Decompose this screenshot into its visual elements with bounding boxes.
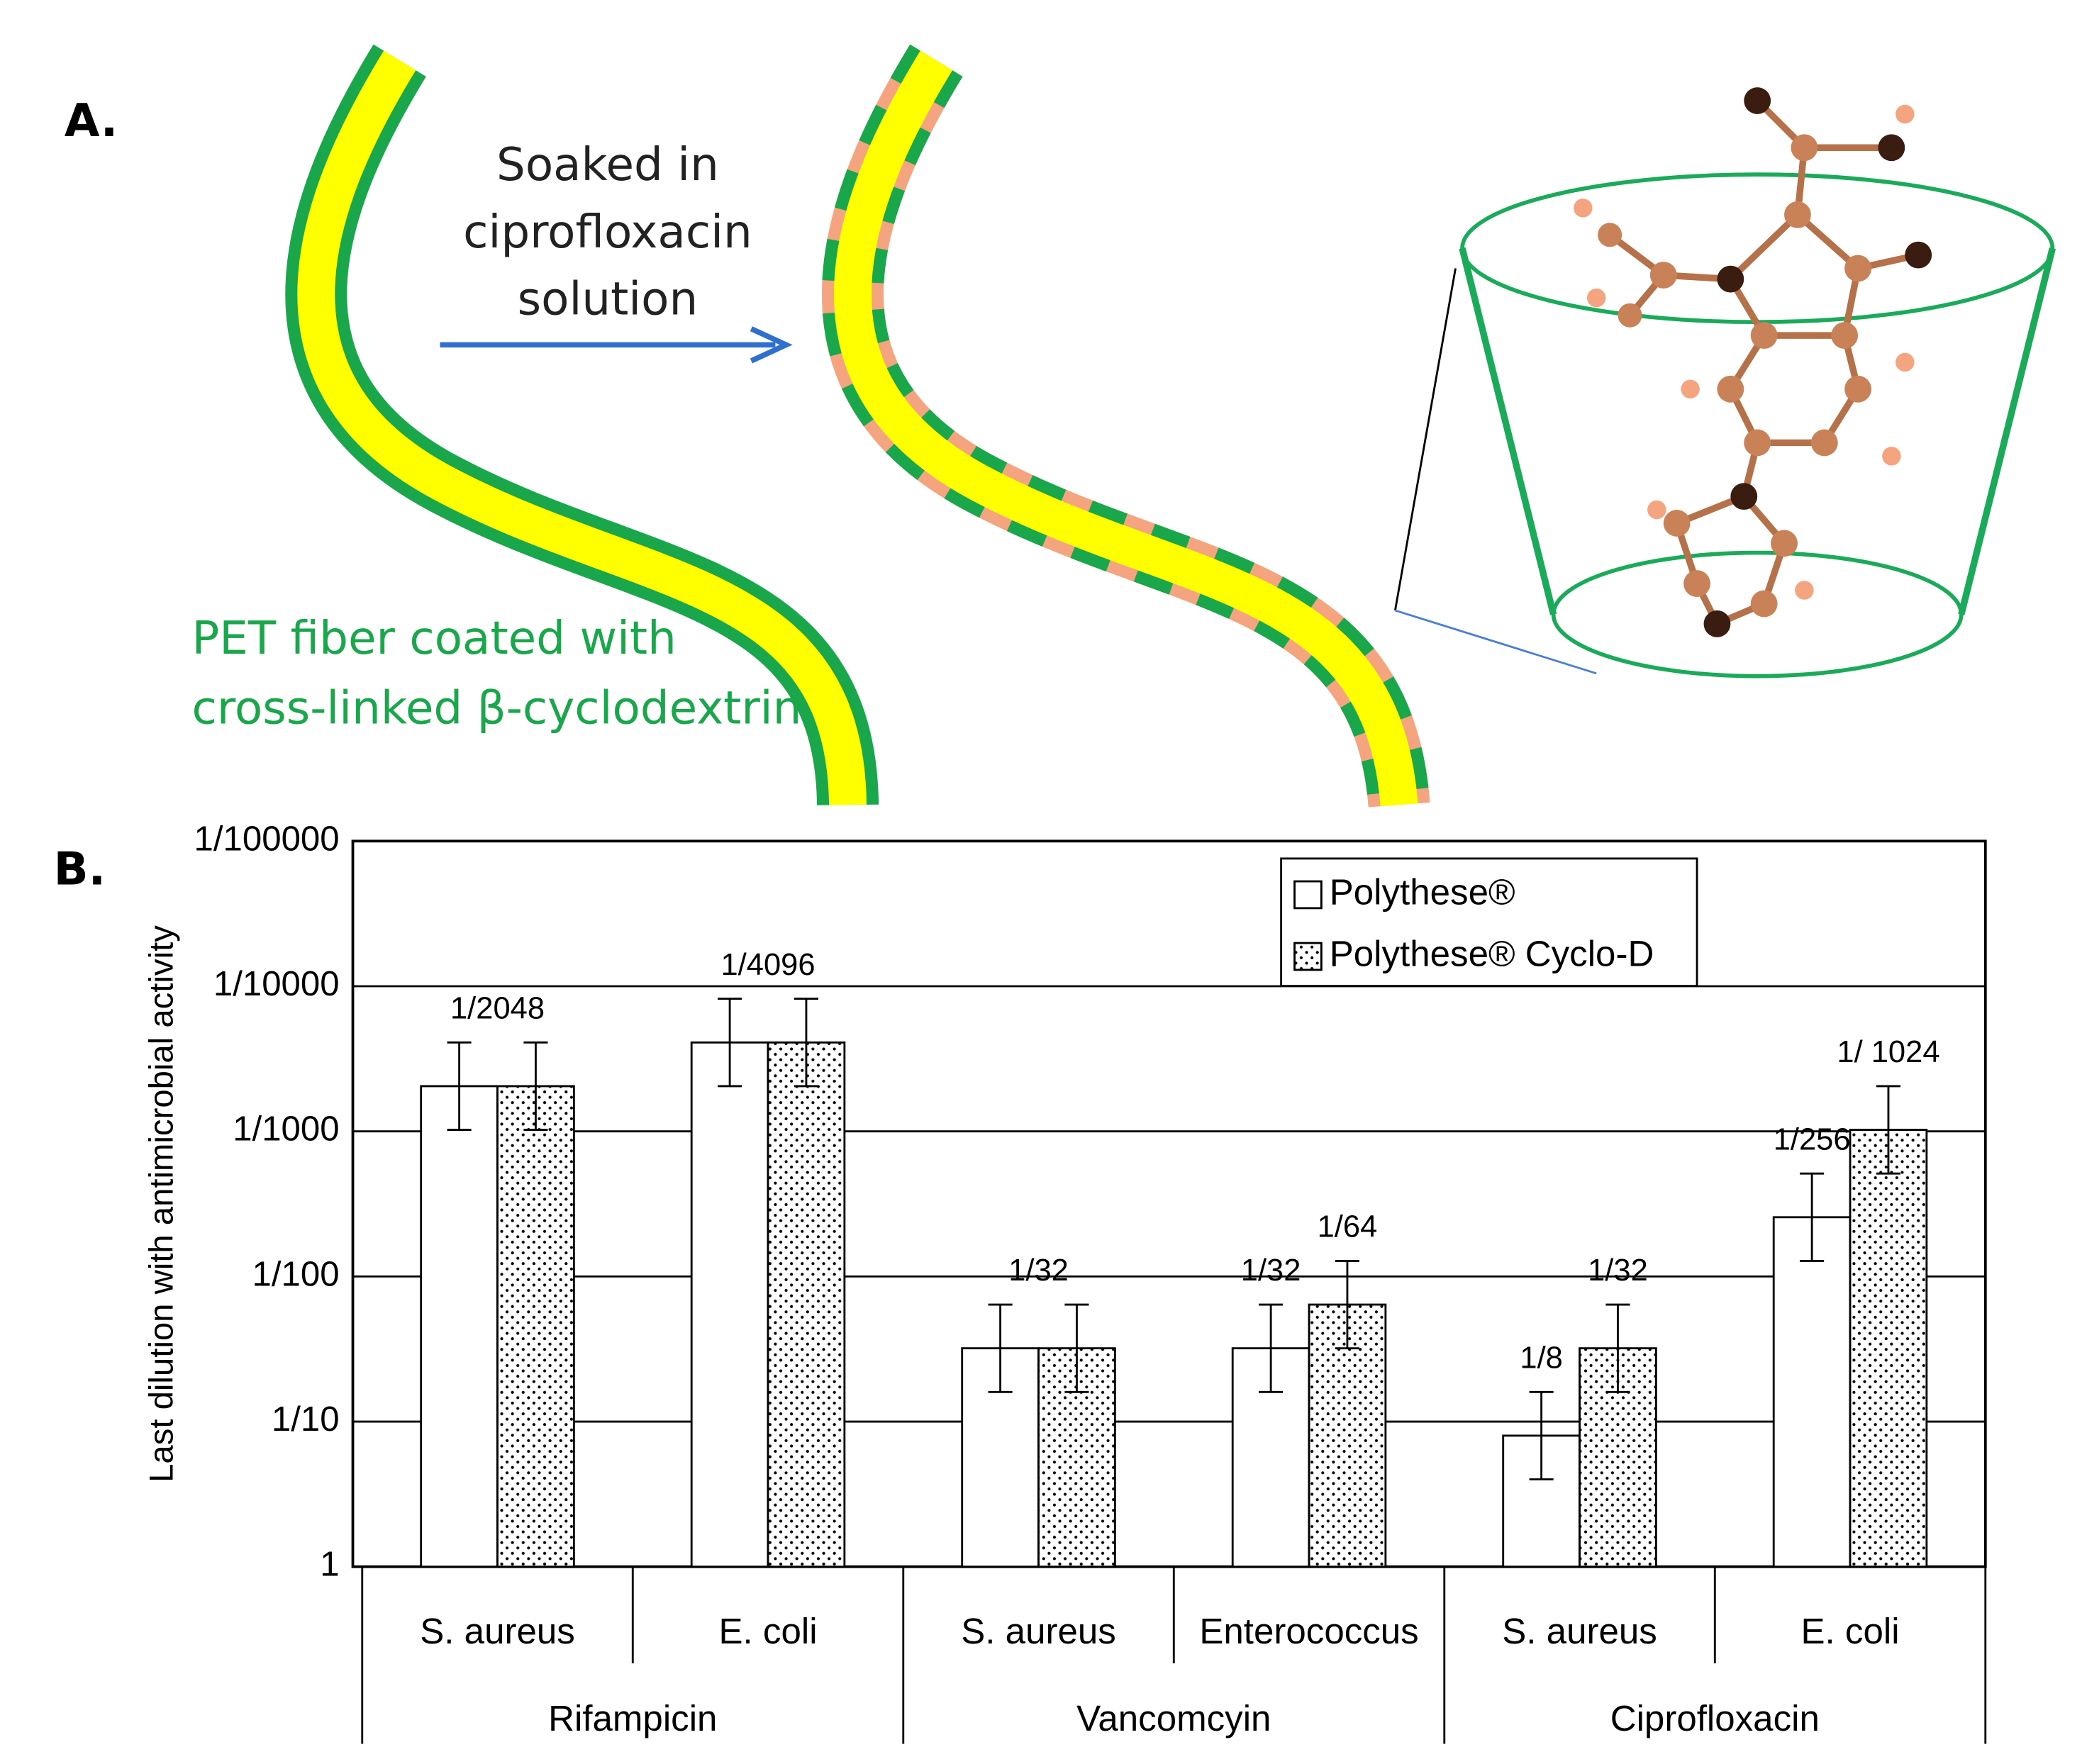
group-label: Ciprofloxacin bbox=[1610, 1698, 1820, 1738]
x-tick-label: Enterococcus bbox=[1199, 1611, 1418, 1651]
zoom-lines bbox=[1394, 268, 1597, 675]
legend-label: Polythese® Cyclo-D bbox=[1330, 933, 1654, 973]
error-bar bbox=[1529, 1390, 1554, 1480]
x-tick-label: S. aureus bbox=[961, 1611, 1116, 1651]
arrow-label: solution bbox=[518, 272, 698, 325]
bar bbox=[1579, 1347, 1657, 1568]
bar bbox=[496, 1085, 575, 1568]
value-label: 1/32 bbox=[1588, 1254, 1648, 1288]
bar bbox=[767, 1041, 846, 1568]
y-tick-label: 1/10 bbox=[272, 1400, 340, 1439]
value-label: 1/32 bbox=[1008, 1254, 1069, 1288]
y-tick-label: 1/100000 bbox=[194, 819, 340, 858]
error-bar bbox=[523, 1041, 548, 1131]
fiber-label: PET fiber coated with bbox=[192, 612, 677, 665]
arrow-label: Soaked in bbox=[496, 138, 719, 191]
panel-label: A. bbox=[65, 94, 118, 147]
value-label: 1/8 bbox=[1520, 1341, 1562, 1375]
plain-fiber bbox=[285, 44, 879, 806]
value-label: 1/4096 bbox=[720, 948, 815, 982]
group-label: Rifampicin bbox=[548, 1698, 717, 1738]
error-bar bbox=[1876, 1085, 1900, 1175]
bar bbox=[1772, 1216, 1852, 1568]
legend-swatch bbox=[1293, 942, 1323, 971]
error-bar bbox=[1335, 1260, 1359, 1350]
bar bbox=[690, 1041, 769, 1568]
y-tick-label: 1 bbox=[320, 1545, 339, 1584]
legend-label: Polythese® bbox=[1330, 871, 1515, 912]
bar-chart: 1 1/10 1/100 1/1000 1/10000 1/100000 Last dilu… bbox=[143, 819, 1987, 1744]
error-bar bbox=[1800, 1172, 1825, 1262]
arrow-label: ciprofloxacin bbox=[463, 206, 752, 259]
error-bar bbox=[718, 998, 742, 1088]
panel-label: B. bbox=[54, 842, 106, 895]
value-label: 1/256 bbox=[1774, 1122, 1851, 1156]
bar bbox=[1849, 1129, 1928, 1568]
value-label: 1/32 bbox=[1241, 1254, 1301, 1288]
legend-box bbox=[1280, 857, 1698, 988]
bar bbox=[420, 1085, 499, 1568]
loaded-fiber bbox=[822, 44, 1430, 808]
ciprofloxacin-molecule bbox=[1574, 87, 1932, 637]
error-bar bbox=[1259, 1303, 1284, 1393]
x-tick-label: S. aureus bbox=[420, 1611, 575, 1651]
value-label: 1/2048 bbox=[450, 991, 545, 1025]
arrow bbox=[440, 326, 793, 364]
error-bar bbox=[794, 998, 818, 1088]
y-axis-label: Last dilution with antimicrobial activit… bbox=[143, 925, 180, 1483]
group-label: Vancomcyin bbox=[1076, 1698, 1271, 1738]
value-label: 1/ 1024 bbox=[1837, 1035, 1939, 1069]
plot-frame bbox=[351, 839, 1987, 1568]
x-tick-label: S. aureus bbox=[1502, 1611, 1657, 1651]
y-tick-label: 1/100 bbox=[252, 1254, 340, 1293]
legend-swatch bbox=[1293, 880, 1323, 910]
error-bar bbox=[447, 1041, 472, 1131]
x-tick-label: E. coli bbox=[1801, 1611, 1900, 1651]
value-label: 1/64 bbox=[1318, 1210, 1378, 1244]
y-tick-label: 1/1000 bbox=[233, 1110, 339, 1149]
y-tick-label: 1/10000 bbox=[213, 964, 340, 1003]
fiber-label: cross-linked β-cyclodextrin bbox=[192, 681, 802, 735]
error-bar bbox=[1605, 1303, 1630, 1393]
error-bar bbox=[988, 1303, 1013, 1393]
error-bar bbox=[1064, 1303, 1089, 1393]
x-tick-label: E. coli bbox=[718, 1611, 817, 1651]
